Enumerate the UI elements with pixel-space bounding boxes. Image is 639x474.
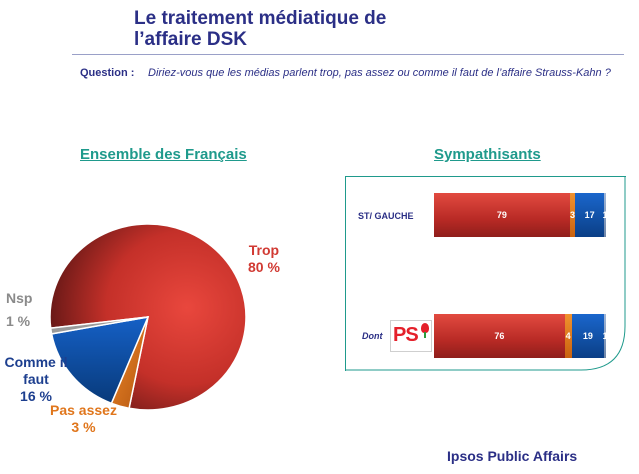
page-title: Le traitement médiatique de l’affaire DS… [134, 8, 464, 50]
pie-slice-nsp [49, 316, 149, 335]
brand-footer: Ipsos Public Affairs [447, 448, 578, 464]
pie-label-pas-assez: Pas assez 3 % [50, 402, 117, 436]
bar-seg-pas-assez: 3 [569, 193, 576, 237]
pie-label-pas-name: Pas assez [50, 402, 117, 418]
panel-corner [345, 176, 626, 371]
bar-seg-pas-assez: 4 [564, 314, 572, 358]
bar-row-label-dont: Dont [362, 331, 383, 341]
pie-label-trop-name: Trop [248, 242, 280, 258]
stacked-bar-ps: 76 4 19 1 [434, 314, 608, 358]
sympathisants-panel [345, 176, 626, 371]
stacked-bar-st-gauche: 79 3 17 1 [434, 193, 608, 237]
pie-label-nsp: Nsp 1 % [6, 290, 32, 330]
pie-slice-comme-il-faut [50, 316, 150, 405]
pie-label-trop: Trop 80 % [248, 242, 280, 276]
ps-logo-text: PS [393, 324, 419, 346]
bar-value-label: 79 [496, 210, 507, 220]
title-line-2: l’affaire DSK [134, 29, 247, 50]
question-text: Diriez-vous que les médias parlent trop,… [148, 67, 611, 79]
pie-label-comme-value: 16 % [20, 388, 52, 404]
bar-seg-nsp: 1 [602, 314, 608, 358]
bar-value-label: 1 [602, 210, 608, 220]
rose-stem-icon [424, 332, 426, 338]
bars-section-title: Sympathisants [434, 146, 541, 163]
pie-label-trop-value: 80 % [248, 259, 280, 275]
pie-label-nsp-name: Nsp [6, 290, 33, 306]
bar-value-label: 76 [494, 331, 505, 341]
pie-label-pas-value: 3 % [71, 419, 96, 435]
pie-label-comme: Comme il faut 16 % [4, 354, 68, 405]
bar-seg-nsp: 1 [602, 193, 608, 237]
bar-seg-trop: 79 [434, 193, 570, 237]
title-divider [72, 54, 624, 55]
bar-seg-trop: 76 [434, 314, 565, 358]
pie-chart [49, 223, 247, 411]
pie-section-title: Ensemble des Français [80, 146, 247, 163]
bar-seg-comme-il-faut: 19 [571, 314, 605, 358]
title-line-1: Le traitement médiatique de [134, 8, 387, 29]
bar-seg-comme-il-faut: 17 [575, 193, 605, 237]
question-label: Question : [80, 67, 135, 79]
bar-value-label: 17 [584, 210, 595, 220]
rose-icon [421, 323, 429, 333]
bar-value-label: 19 [582, 331, 593, 341]
bar-row-label-st-gauche: ST/ GAUCHE [358, 211, 414, 221]
ps-logo: PS [390, 320, 432, 352]
bar-value-label: 3 [569, 210, 575, 220]
pie-label-comme-name: Comme il faut [4, 354, 68, 387]
pie-label-nsp-value: 1 % [6, 313, 31, 329]
bar-value-label: 1 [602, 331, 608, 341]
bar-value-label: 4 [565, 331, 571, 341]
